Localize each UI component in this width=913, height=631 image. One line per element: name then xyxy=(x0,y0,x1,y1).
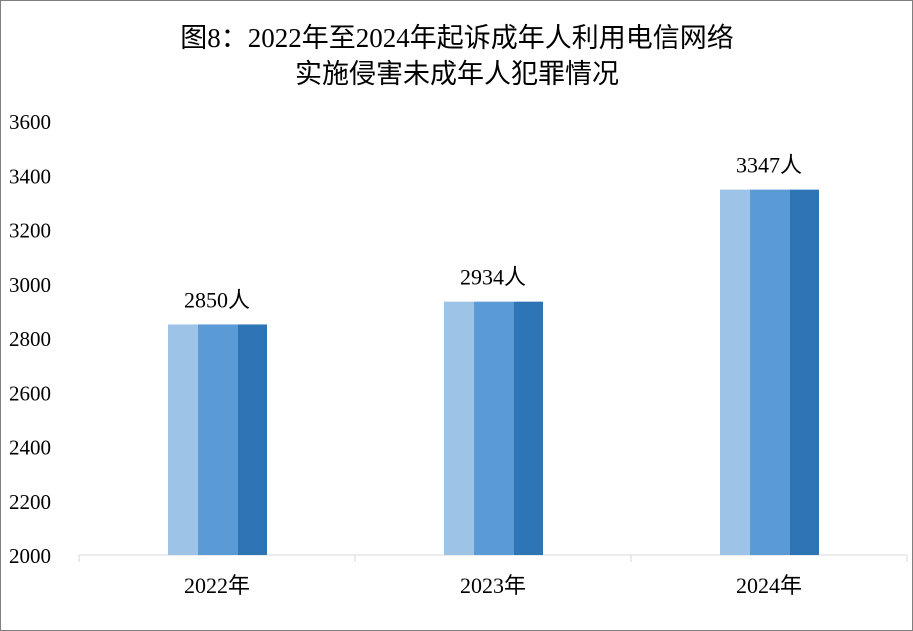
y-tick-label: 2600 xyxy=(9,381,51,405)
x-tick-label: 2022年 xyxy=(184,573,250,598)
bar-segment xyxy=(750,189,790,555)
bar-segment xyxy=(474,301,514,555)
chart-title-line-1: 图8：2022年至2024年起诉成年人利用电信网络 xyxy=(180,23,734,53)
bar-segment xyxy=(790,189,819,555)
y-tick-label: 3600 xyxy=(9,110,51,134)
x-tick-label: 2024年 xyxy=(736,573,802,598)
bar-2023年 xyxy=(444,301,543,555)
y-tick-label: 2200 xyxy=(9,490,51,514)
x-tick-label: 2023年 xyxy=(460,573,526,598)
bar-segment xyxy=(720,189,750,555)
bar-2024年 xyxy=(720,189,819,555)
bar-segment xyxy=(238,324,267,555)
y-tick-label: 3200 xyxy=(9,219,51,243)
data-label: 2850人 xyxy=(184,287,250,312)
y-tick-label: 2000 xyxy=(9,544,51,568)
bar-segment xyxy=(444,301,474,555)
bar-segment xyxy=(514,301,543,555)
data-label: 3347人 xyxy=(736,153,802,178)
y-tick-label: 3400 xyxy=(9,164,51,188)
data-label: 2934人 xyxy=(460,265,526,290)
bar-segment xyxy=(198,324,238,555)
y-tick-label: 3000 xyxy=(9,273,51,297)
y-tick-label: 2800 xyxy=(9,327,51,351)
chart-title-line-2: 实施侵害未成年人犯罪情况 xyxy=(295,59,619,89)
bar-segment xyxy=(168,324,198,555)
bar-2022年 xyxy=(168,324,267,555)
y-tick-label: 2400 xyxy=(9,436,51,460)
